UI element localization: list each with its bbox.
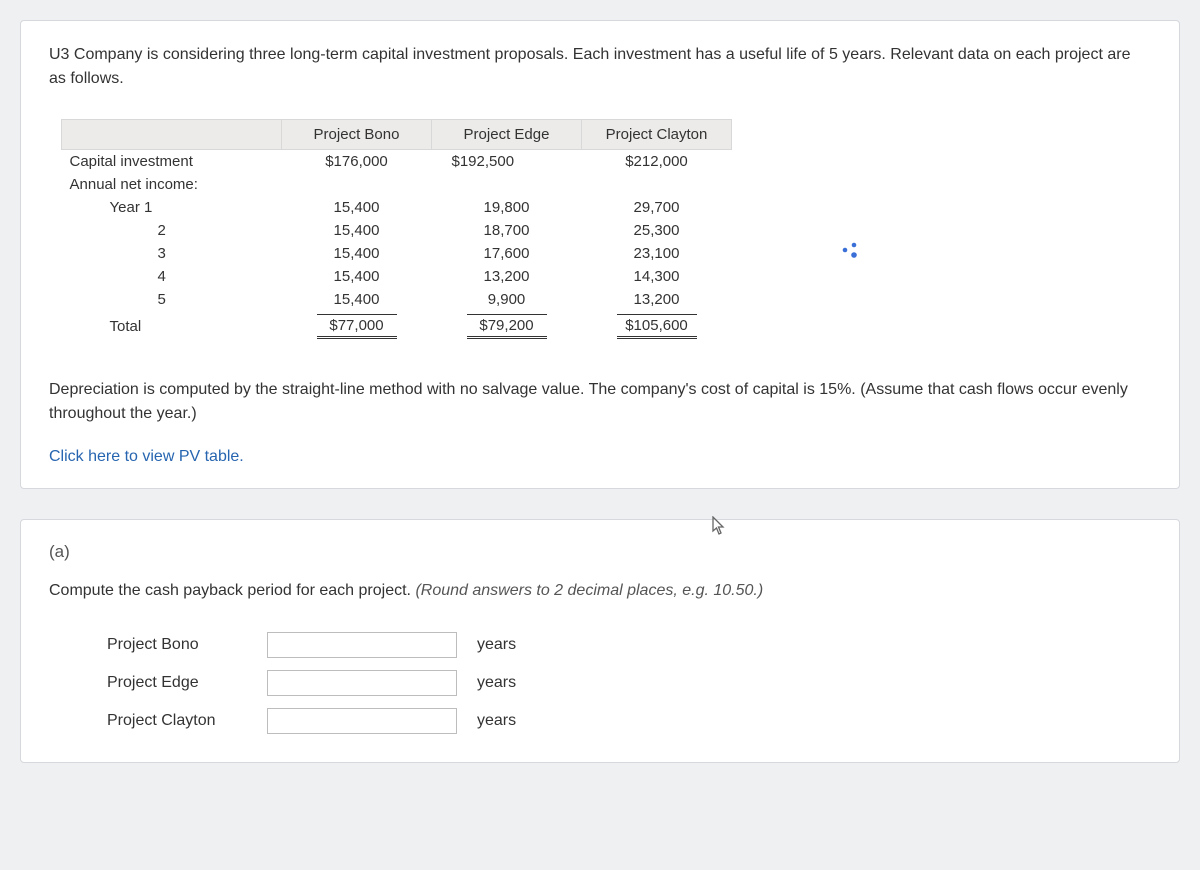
answer-row: Project Edge years [97,664,526,702]
answer-row: Project Clayton years [97,702,526,740]
pv-table-link[interactable]: Click here to view PV table. [49,448,244,465]
cell-value [432,173,582,196]
header-blank [62,120,282,150]
intro-text: U3 Company is considering three long-ter… [49,43,1151,91]
row-label: Year 1 [62,196,282,219]
row-label: 2 [62,219,282,242]
cell-value: $212,000 [582,150,732,174]
answer-table: Project BonoyearsProject EdgeyearsProjec… [97,626,526,740]
cell-value: 13,200 [582,288,732,311]
table-row: 415,40013,20014,300 [62,265,732,288]
answer-input[interactable] [267,670,457,696]
answer-input[interactable] [267,708,457,734]
cell-value: 19,800 [432,196,582,219]
instruction: Compute the cash payback period for each… [49,582,1151,600]
cell-value: 15,400 [282,196,432,219]
cursor-icon [711,516,727,536]
row-label: 3 [62,242,282,265]
cell-value: $192,500 [432,150,582,174]
project-data-table: Project Bono Project Edge Project Clayto… [61,119,732,342]
answer-unit: years [467,664,526,702]
cell-value: $105,600 [582,311,732,342]
row-label: 4 [62,265,282,288]
cell-value: 15,400 [282,265,432,288]
answer-unit: years [467,702,526,740]
table-row: 315,40017,60023,100 [62,242,732,265]
cell-value [582,173,732,196]
answer-card: (a) Compute the cash payback period for … [20,519,1180,763]
cell-value: 9,900 [432,288,582,311]
cell-value: $79,200 [432,311,582,342]
row-label: Annual net income: [62,173,282,196]
instruction-hint: (Round answers to 2 decimal places, e.g.… [415,582,763,599]
cell-value: $77,000 [282,311,432,342]
cell-value: 15,400 [282,219,432,242]
header-clayton: Project Clayton [582,120,732,150]
answer-label: Project Clayton [97,702,257,740]
instruction-main: Compute the cash payback period for each… [49,582,415,599]
cell-value: 13,200 [432,265,582,288]
cell-value: 15,400 [282,242,432,265]
header-bono: Project Bono [282,120,432,150]
row-label: 5 [62,288,282,311]
cell-value [282,173,432,196]
answer-unit: years [467,626,526,664]
cell-value: 14,300 [582,265,732,288]
cell-value: 15,400 [282,288,432,311]
cell-value: 17,600 [432,242,582,265]
table-row: Capital investment$176,000$192,500$212,0… [62,150,732,174]
answer-label: Project Edge [97,664,257,702]
answer-label: Project Bono [97,626,257,664]
table-row: 215,40018,70025,300 [62,219,732,242]
header-edge: Project Edge [432,120,582,150]
depreciation-text: Depreciation is computed by the straight… [49,378,1151,426]
cell-value: 25,300 [582,219,732,242]
row-label: Total [62,311,282,342]
sparkle-icon [841,241,861,265]
table-row: Annual net income: [62,173,732,196]
row-label: Capital investment [62,150,282,174]
answer-input[interactable] [267,632,457,658]
answer-row: Project Bono years [97,626,526,664]
table-row: Total$77,000$79,200$105,600 [62,311,732,342]
cell-value: 18,700 [432,219,582,242]
table-row: 515,4009,90013,200 [62,288,732,311]
problem-card: U3 Company is considering three long-ter… [20,20,1180,489]
cell-value: $176,000 [282,150,432,174]
table-row: Year 115,40019,80029,700 [62,196,732,219]
cell-value: 23,100 [582,242,732,265]
part-label: (a) [49,542,1151,562]
cell-value: 29,700 [582,196,732,219]
